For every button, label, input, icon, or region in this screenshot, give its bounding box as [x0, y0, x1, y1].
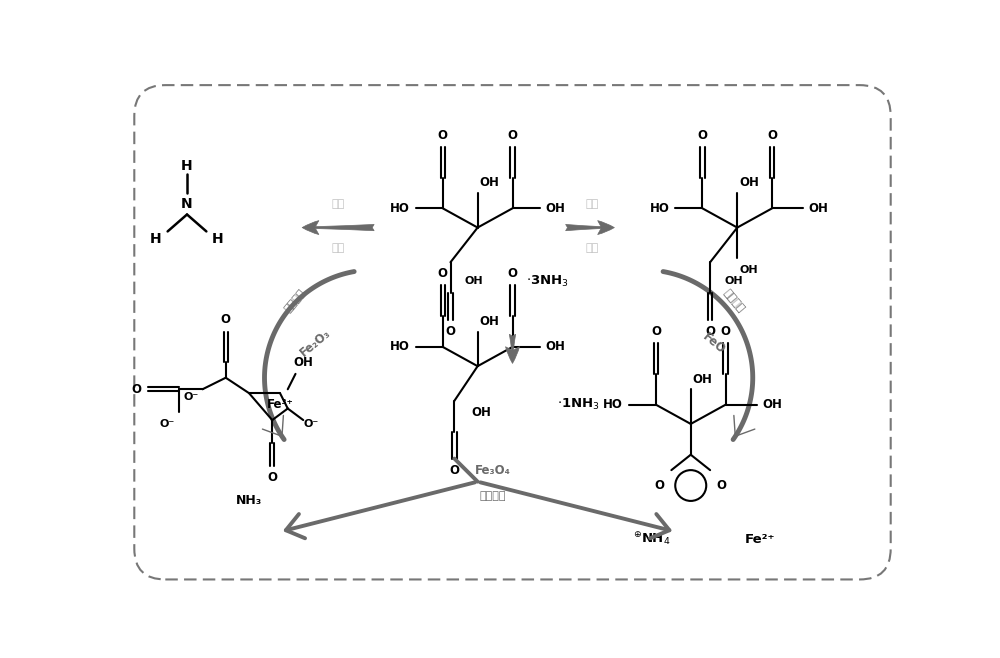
Text: 分解: 分解	[332, 199, 345, 209]
Text: O: O	[132, 383, 142, 395]
Text: O: O	[508, 267, 518, 280]
Text: O: O	[438, 129, 448, 141]
Text: HO: HO	[650, 202, 670, 215]
Text: OH: OH	[724, 276, 743, 286]
Text: O: O	[651, 325, 661, 338]
Text: H: H	[212, 232, 224, 246]
Text: 加热: 加热	[586, 243, 599, 253]
Text: OH: OH	[739, 176, 759, 190]
Text: Fe₃O₄: Fe₃O₄	[475, 464, 511, 476]
Text: H: H	[181, 159, 193, 173]
Text: OH: OH	[479, 315, 499, 328]
Text: OH: OH	[545, 202, 565, 215]
Text: OH: OH	[545, 340, 565, 353]
Text: OH: OH	[809, 202, 829, 215]
Text: 分解: 分解	[586, 199, 599, 209]
Text: O: O	[655, 479, 665, 492]
Text: $^{\oplus}$NH$_4$: $^{\oplus}$NH$_4$	[633, 531, 671, 548]
Text: O: O	[438, 267, 448, 280]
Text: $\cdot$3NH$_3$: $\cdot$3NH$_3$	[526, 274, 569, 289]
Text: OH: OH	[692, 373, 712, 386]
Text: OH: OH	[472, 406, 491, 419]
Text: Fe₂O₃: Fe₂O₃	[297, 326, 333, 359]
Text: O⁻: O⁻	[160, 419, 175, 429]
Text: N: N	[181, 197, 193, 211]
Text: 络合反应: 络合反应	[721, 288, 746, 314]
Text: OH: OH	[762, 398, 782, 411]
Text: O: O	[717, 479, 727, 492]
Text: O: O	[767, 129, 777, 141]
Text: O: O	[721, 325, 731, 338]
Text: 络合反应: 络合反应	[283, 288, 308, 314]
Text: O⁻: O⁻	[183, 392, 198, 402]
Text: H: H	[150, 232, 162, 246]
Text: OH: OH	[740, 265, 758, 275]
Text: $\cdot$1NH$_3$: $\cdot$1NH$_3$	[557, 397, 600, 412]
Text: O: O	[449, 464, 459, 476]
Text: OH: OH	[479, 176, 499, 190]
Text: Fe³⁺: Fe³⁺	[267, 398, 293, 411]
Text: O: O	[705, 325, 715, 338]
Text: HO: HO	[390, 202, 410, 215]
Text: O: O	[508, 129, 518, 141]
Text: O: O	[267, 471, 277, 484]
Text: 加热: 加热	[332, 243, 345, 253]
Text: O: O	[446, 325, 456, 338]
Text: HO: HO	[603, 398, 623, 411]
Text: OH: OH	[293, 356, 313, 369]
Text: Fe²⁺: Fe²⁺	[745, 533, 776, 546]
Text: NH₃: NH₃	[236, 494, 262, 507]
Text: 络合反应: 络合反应	[480, 490, 506, 501]
Text: O: O	[221, 313, 231, 326]
Text: OH: OH	[464, 276, 483, 286]
Text: O⁻: O⁻	[303, 419, 319, 429]
Text: FeO: FeO	[700, 330, 728, 356]
Text: HO: HO	[390, 340, 410, 353]
Text: O: O	[697, 129, 707, 141]
